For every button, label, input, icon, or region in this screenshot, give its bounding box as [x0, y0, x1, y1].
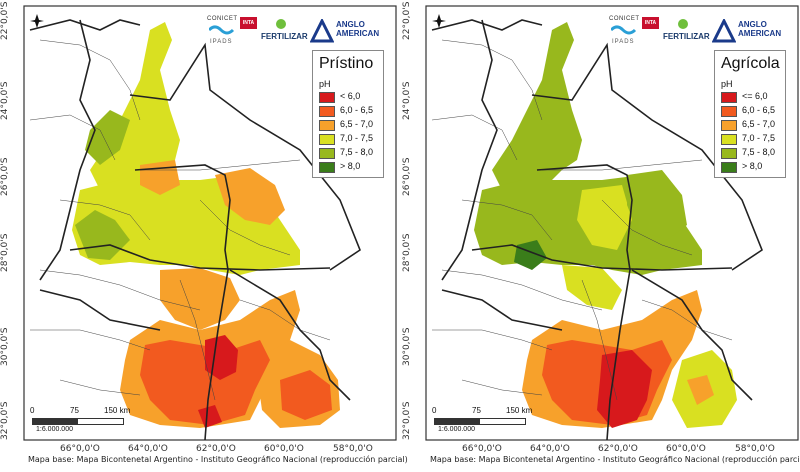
swatch-icon	[319, 120, 335, 131]
legend-label: 7,5 - 8,0	[340, 147, 374, 157]
swatch-icon	[319, 106, 335, 117]
map-panel-agricola: CONICET IPADS INTA FERTILIZAR ANGLO AMER…	[402, 0, 800, 472]
map-credit: Mapa base: Mapa Bicontenetal Argentino -…	[28, 455, 408, 464]
scale-bar: 0 75 150 km 1:6.000.000	[430, 406, 533, 436]
scale-ratio: 1:6.000.000	[438, 426, 475, 433]
swatch-icon	[721, 120, 737, 131]
legend-label: > 8,0	[340, 161, 361, 171]
lat-label: 32°0,0'S	[402, 401, 412, 440]
legend-label: 6,0 - 6,5	[742, 105, 776, 115]
inta-logo: INTA	[642, 17, 659, 29]
fertilizar-globe-icon	[276, 19, 286, 29]
legend-label: 7,0 - 7,5	[340, 133, 374, 143]
lat-label: 22°0,0'S	[0, 1, 10, 40]
swatch-icon	[721, 162, 737, 173]
map-panel-pristino: CONICET IPADS INTA FERTILIZAR ANGLO AMER…	[0, 0, 408, 472]
lon-label: 60°0,0'O	[264, 444, 304, 454]
scale-label: 0	[432, 406, 437, 415]
scale-bar: 0 75 150 km 1:6.000.000	[28, 406, 131, 436]
scale-bar-graphic	[434, 418, 526, 425]
lat-label: 30°0,0'S	[0, 327, 10, 366]
conicet-logo: CONICET	[207, 16, 238, 22]
legend-label: 6,0 - 6,5	[340, 105, 374, 115]
swatch-icon	[319, 162, 335, 173]
logo-bar: CONICET IPADS INTA FERTILIZAR ANGLO AMER…	[207, 16, 395, 46]
lon-label: 58°0,0'O	[735, 444, 775, 454]
legend-label: 7,5 - 8,0	[742, 147, 776, 157]
anglo-american-logo: ANGLO AMERICAN	[336, 20, 380, 38]
legend-label: <= 6,0	[742, 91, 768, 101]
swatch-icon	[319, 148, 335, 159]
lon-label: 64°0,0'O	[128, 444, 168, 454]
anglo-american-mark-icon	[712, 19, 736, 43]
scale-label: 150 km	[104, 406, 131, 415]
lat-label: 26°0,0'S	[0, 157, 10, 196]
conicet-wave-icon	[209, 25, 235, 35]
legend-label: 6,5 - 7,0	[340, 119, 374, 129]
map-title: Agrícola	[721, 55, 780, 72]
ipads-logo: IPADS	[612, 39, 635, 45]
lat-label: 28°0,0'S	[0, 233, 10, 272]
legend-unit: pH	[721, 79, 733, 89]
lon-label: 60°0,0'O	[666, 444, 706, 454]
swatch-icon	[319, 92, 335, 103]
lon-label: 64°0,0'O	[530, 444, 570, 454]
north-arrow-icon	[432, 14, 446, 33]
swatch-icon	[721, 92, 737, 103]
fertilizar-globe-icon	[678, 19, 688, 29]
north-arrow-icon	[30, 14, 44, 33]
map-title: Prístino	[319, 55, 374, 72]
lat-label: 24°0,0'S	[402, 81, 412, 120]
conicet-wave-icon	[611, 25, 637, 35]
ipads-logo: IPADS	[210, 39, 233, 45]
swatch-icon	[319, 134, 335, 145]
scale-bar-graphic	[32, 418, 124, 425]
legend-agricola: Agrícola pH <= 6,0 6,0 - 6,5 6,5 - 7,0 7…	[714, 50, 786, 178]
scale-label: 0	[30, 406, 35, 415]
legend-pristino: Prístino pH < 6,0 6,0 - 6,5 6,5 - 7,0 7,…	[312, 50, 384, 178]
lat-label: 32°0,0'S	[0, 401, 10, 440]
logo-bar: CONICET IPADS INTA FERTILIZAR ANGLO AMER…	[609, 16, 797, 46]
inta-logo: INTA	[240, 17, 257, 29]
lat-label: 28°0,0'S	[402, 233, 412, 272]
lat-label: 26°0,0'S	[402, 157, 412, 196]
lat-label: 24°0,0'S	[0, 81, 10, 120]
legend-unit: pH	[319, 79, 331, 89]
scale-label: 75	[472, 406, 481, 415]
scale-ratio: 1:6.000.000	[36, 426, 73, 433]
scale-label: 75	[70, 406, 79, 415]
scale-label: 150 km	[506, 406, 533, 415]
swatch-icon	[721, 148, 737, 159]
lat-label: 30°0,0'S	[402, 327, 412, 366]
lat-label: 22°0,0'S	[402, 1, 412, 40]
swatch-icon	[721, 106, 737, 117]
lon-label: 62°0,0'O	[196, 444, 236, 454]
legend-label: 6,5 - 7,0	[742, 119, 776, 129]
lon-label: 62°0,0'O	[598, 444, 638, 454]
swatch-icon	[721, 134, 737, 145]
map-credit: Mapa base: Mapa Bicontenetal Argentino -…	[430, 455, 800, 464]
legend-label: > 8,0	[742, 161, 763, 171]
map-agricola	[425, 5, 799, 441]
lon-label: 58°0,0'O	[333, 444, 373, 454]
legend-label: < 6,0	[340, 91, 361, 101]
conicet-logo: CONICET	[609, 16, 640, 22]
lon-label: 66°0,0'O	[462, 444, 502, 454]
fertilizar-logo: FERTILIZAR	[261, 32, 308, 41]
legend-label: 7,0 - 7,5	[742, 133, 776, 143]
anglo-american-mark-icon	[310, 19, 334, 43]
lon-label: 66°0,0'O	[60, 444, 100, 454]
anglo-american-logo: ANGLO AMERICAN	[738, 20, 782, 38]
fertilizar-logo: FERTILIZAR	[663, 32, 710, 41]
